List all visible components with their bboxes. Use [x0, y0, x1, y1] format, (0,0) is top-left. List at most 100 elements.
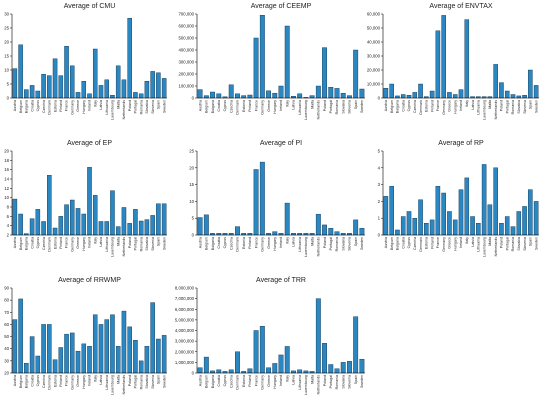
x-tick-label: Hungary: [82, 375, 86, 389]
x-tick-label: Czechia: [413, 100, 417, 113]
y-tick-label: 50,000: [367, 26, 381, 31]
x-tick-label: Italy: [93, 237, 97, 244]
x-tick-label: Malta: [488, 237, 492, 246]
x-tick-label: Latvia: [471, 237, 475, 247]
x-tick-label: Ireland: [88, 237, 92, 248]
x-tick-label: Estonia: [425, 100, 429, 112]
x-tick-label: Sweden: [162, 100, 166, 113]
x-tick-label: Croatia: [401, 237, 405, 249]
bar: [197, 367, 203, 374]
x-tick-label: Luxembourg: [304, 375, 308, 395]
x-tick-label: Ireland: [279, 100, 283, 111]
x-tick-label: Denmark: [419, 237, 423, 252]
x-tick-label: Greece: [448, 100, 452, 112]
x-tick-label: Latvia: [99, 100, 103, 110]
y-tick-label: 3,000,000: [175, 339, 195, 344]
x-tick-label: Estonia: [53, 237, 57, 249]
bar: [284, 346, 290, 374]
x-tick-label: Italy: [93, 100, 97, 107]
bar: [228, 369, 234, 374]
x-tick-label: Finland: [59, 237, 63, 249]
x-tick-label: Ireland: [459, 237, 463, 248]
x-tick-label: Latvia: [99, 237, 103, 247]
x-tick-label: Austria: [384, 237, 388, 248]
x-tick-label: Spain: [157, 100, 161, 109]
x-tick-label: Bulgaria: [211, 375, 215, 388]
x-tick-label: Italy: [465, 100, 469, 107]
x-tick-label: Bulgaria: [211, 237, 215, 250]
y-tick-label: 2: [7, 233, 10, 238]
x-tick-label: Croatia: [30, 100, 34, 112]
x-tick-label: France: [254, 237, 258, 248]
x-tick-label: Finland: [248, 100, 252, 112]
x-tick-label: Poland: [128, 100, 132, 111]
chart-title: Average of CMU: [64, 3, 116, 10]
x-tick-label: Slovakia: [517, 237, 521, 251]
y-tick-label: 12: [4, 186, 9, 191]
x-tick-label: Netherlands: [494, 100, 498, 120]
chart-title: Average of PI: [260, 140, 302, 147]
x-tick-label: Finland: [430, 237, 434, 249]
x-tick-label: Romania: [139, 237, 143, 251]
x-tick-label: Romania: [335, 237, 339, 251]
x-tick-label: Czechia: [42, 237, 46, 250]
y-tick-label: 6,000,000: [175, 307, 195, 312]
x-tick-label: Finland: [248, 237, 252, 249]
x-tick-label: Malta: [310, 237, 314, 246]
x-tick-label: Lithuania: [105, 100, 109, 115]
x-tick-label: Austria: [13, 100, 17, 111]
x-tick-label: Poland: [323, 100, 327, 111]
bar: [359, 358, 365, 374]
x-tick-label: Czechia: [42, 100, 46, 113]
x-tick-label: Austria: [198, 375, 202, 386]
x-tick-label: Malta: [116, 100, 120, 109]
x-tick-label: France: [65, 237, 69, 248]
x-tick-label: Lithuania: [298, 237, 302, 252]
y-tick-label: 600,000: [178, 24, 194, 29]
x-tick-label: Estonia: [242, 100, 246, 112]
x-tick-label: Belgium: [205, 375, 209, 388]
y-tick-label: 5: [7, 82, 10, 87]
x-tick-label: Ireland: [459, 100, 463, 111]
x-tick-label: Latvia: [292, 375, 296, 385]
x-tick-label: Finland: [59, 100, 63, 112]
x-tick-label: Slovakia: [145, 100, 149, 114]
x-tick-label: Hungary: [453, 100, 457, 114]
x-tick-label: Cyprus: [223, 237, 227, 249]
x-tick-label: Portugal: [505, 100, 509, 114]
x-tick-label: Lithuania: [298, 375, 302, 390]
x-tick-label: Greece: [76, 375, 80, 387]
axis-lines: [382, 14, 539, 99]
x-tick-label: Greece: [267, 375, 271, 387]
x-tick-label: Malta: [116, 237, 120, 246]
y-tick-label: 5: [192, 216, 195, 221]
x-tick-label: Slovakia: [341, 237, 345, 251]
x-tick-label: Latvia: [292, 100, 296, 110]
x-tick-label: Germany: [70, 237, 74, 252]
y-tick-label: 40: [4, 346, 9, 351]
x-tick-label: Belgium: [19, 100, 23, 113]
x-tick-label: France: [254, 100, 258, 111]
axis-lines: [11, 151, 167, 236]
x-tick-label: Sweden: [534, 100, 538, 113]
x-tick-label: Luxembourg: [111, 100, 115, 120]
x-tick-label: Germany: [70, 375, 74, 390]
bar: [253, 330, 259, 374]
bar: [266, 367, 271, 374]
bar: [203, 356, 209, 374]
x-tick-label: Sweden: [360, 237, 364, 250]
x-tick-label: Belgium: [390, 100, 394, 113]
bar: [259, 326, 265, 374]
y-tick-label: 200,000: [178, 72, 194, 77]
x-tick-label: Belgium: [205, 100, 209, 113]
x-tick-label: Denmark: [419, 100, 423, 115]
y-tick-label: 25: [4, 26, 9, 31]
y-tick-label: 20: [4, 371, 9, 376]
